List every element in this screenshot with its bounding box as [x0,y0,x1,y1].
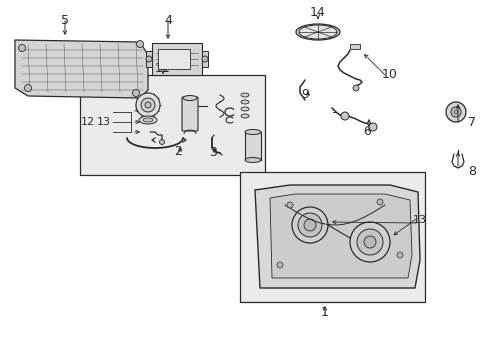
Ellipse shape [241,107,248,111]
Text: 6: 6 [362,126,370,139]
Circle shape [136,40,143,48]
Circle shape [159,139,164,144]
Circle shape [141,98,155,112]
Text: 12: 12 [81,117,95,127]
Ellipse shape [142,118,153,122]
Ellipse shape [241,114,248,118]
Ellipse shape [298,25,336,39]
FancyBboxPatch shape [182,97,198,131]
Ellipse shape [139,116,157,124]
Text: 10: 10 [381,68,397,81]
Bar [349,44,359,49]
Polygon shape [15,40,148,98]
Circle shape [340,112,348,120]
Circle shape [356,229,382,255]
Text: 4: 4 [164,13,172,27]
Polygon shape [254,185,419,288]
Ellipse shape [244,157,261,162]
Circle shape [376,199,382,205]
Circle shape [396,252,402,258]
Text: 2: 2 [174,145,182,158]
Text: 8: 8 [467,166,475,179]
Circle shape [453,110,457,114]
Text: 1: 1 [321,306,328,320]
Ellipse shape [295,24,339,40]
Circle shape [146,56,152,62]
Text: 11: 11 [155,62,170,75]
Circle shape [445,102,465,122]
Circle shape [304,219,315,231]
Bar [158,49,190,69]
Ellipse shape [244,130,261,135]
Text: 5: 5 [61,13,69,27]
Text: 9: 9 [301,89,308,102]
Text: 3: 3 [209,147,217,159]
Bar [240,172,424,302]
Circle shape [202,56,207,62]
Circle shape [136,93,160,117]
Circle shape [450,107,460,117]
Circle shape [19,45,25,51]
Circle shape [352,85,358,91]
Circle shape [363,236,375,248]
Circle shape [132,90,139,96]
Circle shape [286,202,292,208]
Circle shape [368,123,376,131]
Circle shape [297,213,321,237]
Polygon shape [269,194,411,278]
Text: 13: 13 [412,215,426,225]
Ellipse shape [241,100,248,104]
Ellipse shape [241,93,248,97]
Circle shape [145,102,151,108]
Circle shape [349,222,389,262]
Circle shape [291,207,327,243]
Bar [244,132,261,160]
Bar [146,51,152,67]
Circle shape [24,85,31,91]
Circle shape [276,262,283,268]
Bar [152,43,202,75]
Text: 14: 14 [309,5,325,18]
Bar [80,75,264,175]
Text: 13: 13 [97,117,111,127]
Bar [202,51,207,67]
Text: 7: 7 [467,117,475,130]
Ellipse shape [183,95,197,100]
